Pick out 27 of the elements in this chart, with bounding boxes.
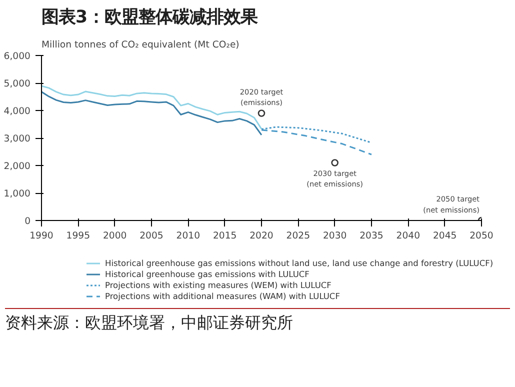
x-tick-label: 2045 [432,230,457,242]
x-tick-label: 1990 [30,230,54,242]
x-tick-label: 2020 [250,230,274,242]
x-tick-label: 2010 [176,230,200,242]
legend-label: Projections with existing measures (WEM) with LULUCF [105,280,332,290]
y-tick-label: 4,000 [4,106,31,117]
y-tick-label: 6,000 [4,51,31,62]
legend-label: Projections with additional measures (WAM) with LULUCF [105,291,340,301]
y-tick-label: 0 [24,216,31,227]
x-tick-label: 2030 [322,230,347,242]
x-tick-label: 2025 [286,230,310,242]
y-axis-title: Million tonnes of CO₂ equivalent (Mt CO₂e) [42,40,240,50]
legend-label: Historical greenhouse gas emissions with LULUCF [105,269,310,279]
y-tick-label: 3,000 [4,134,31,144]
chart-title: 图表3：欧盟整体碳减排效果 [42,8,259,28]
legend-label: Historical greenhouse gas emissions without land use, land use change and forestry (LULUCF) [105,258,494,268]
x-tick-label: 2035 [360,230,384,242]
x-tick-label: 2015 [212,230,237,242]
y-tick-label: 1,000 [4,188,31,200]
x-tick-label: 2005 [140,230,164,242]
x-tick-label: 2040 [396,230,420,242]
text: 资料来源：欧盟环境署，中邮证券研究所 [5,314,293,334]
x-tick-label: 2000 [102,230,127,242]
x-tick-label: 1995 [66,230,90,242]
x-tick-label: 2050 [470,230,494,242]
y-tick-label: 5,000 [4,78,31,90]
y-tick-label: 2,000 [4,161,31,172]
